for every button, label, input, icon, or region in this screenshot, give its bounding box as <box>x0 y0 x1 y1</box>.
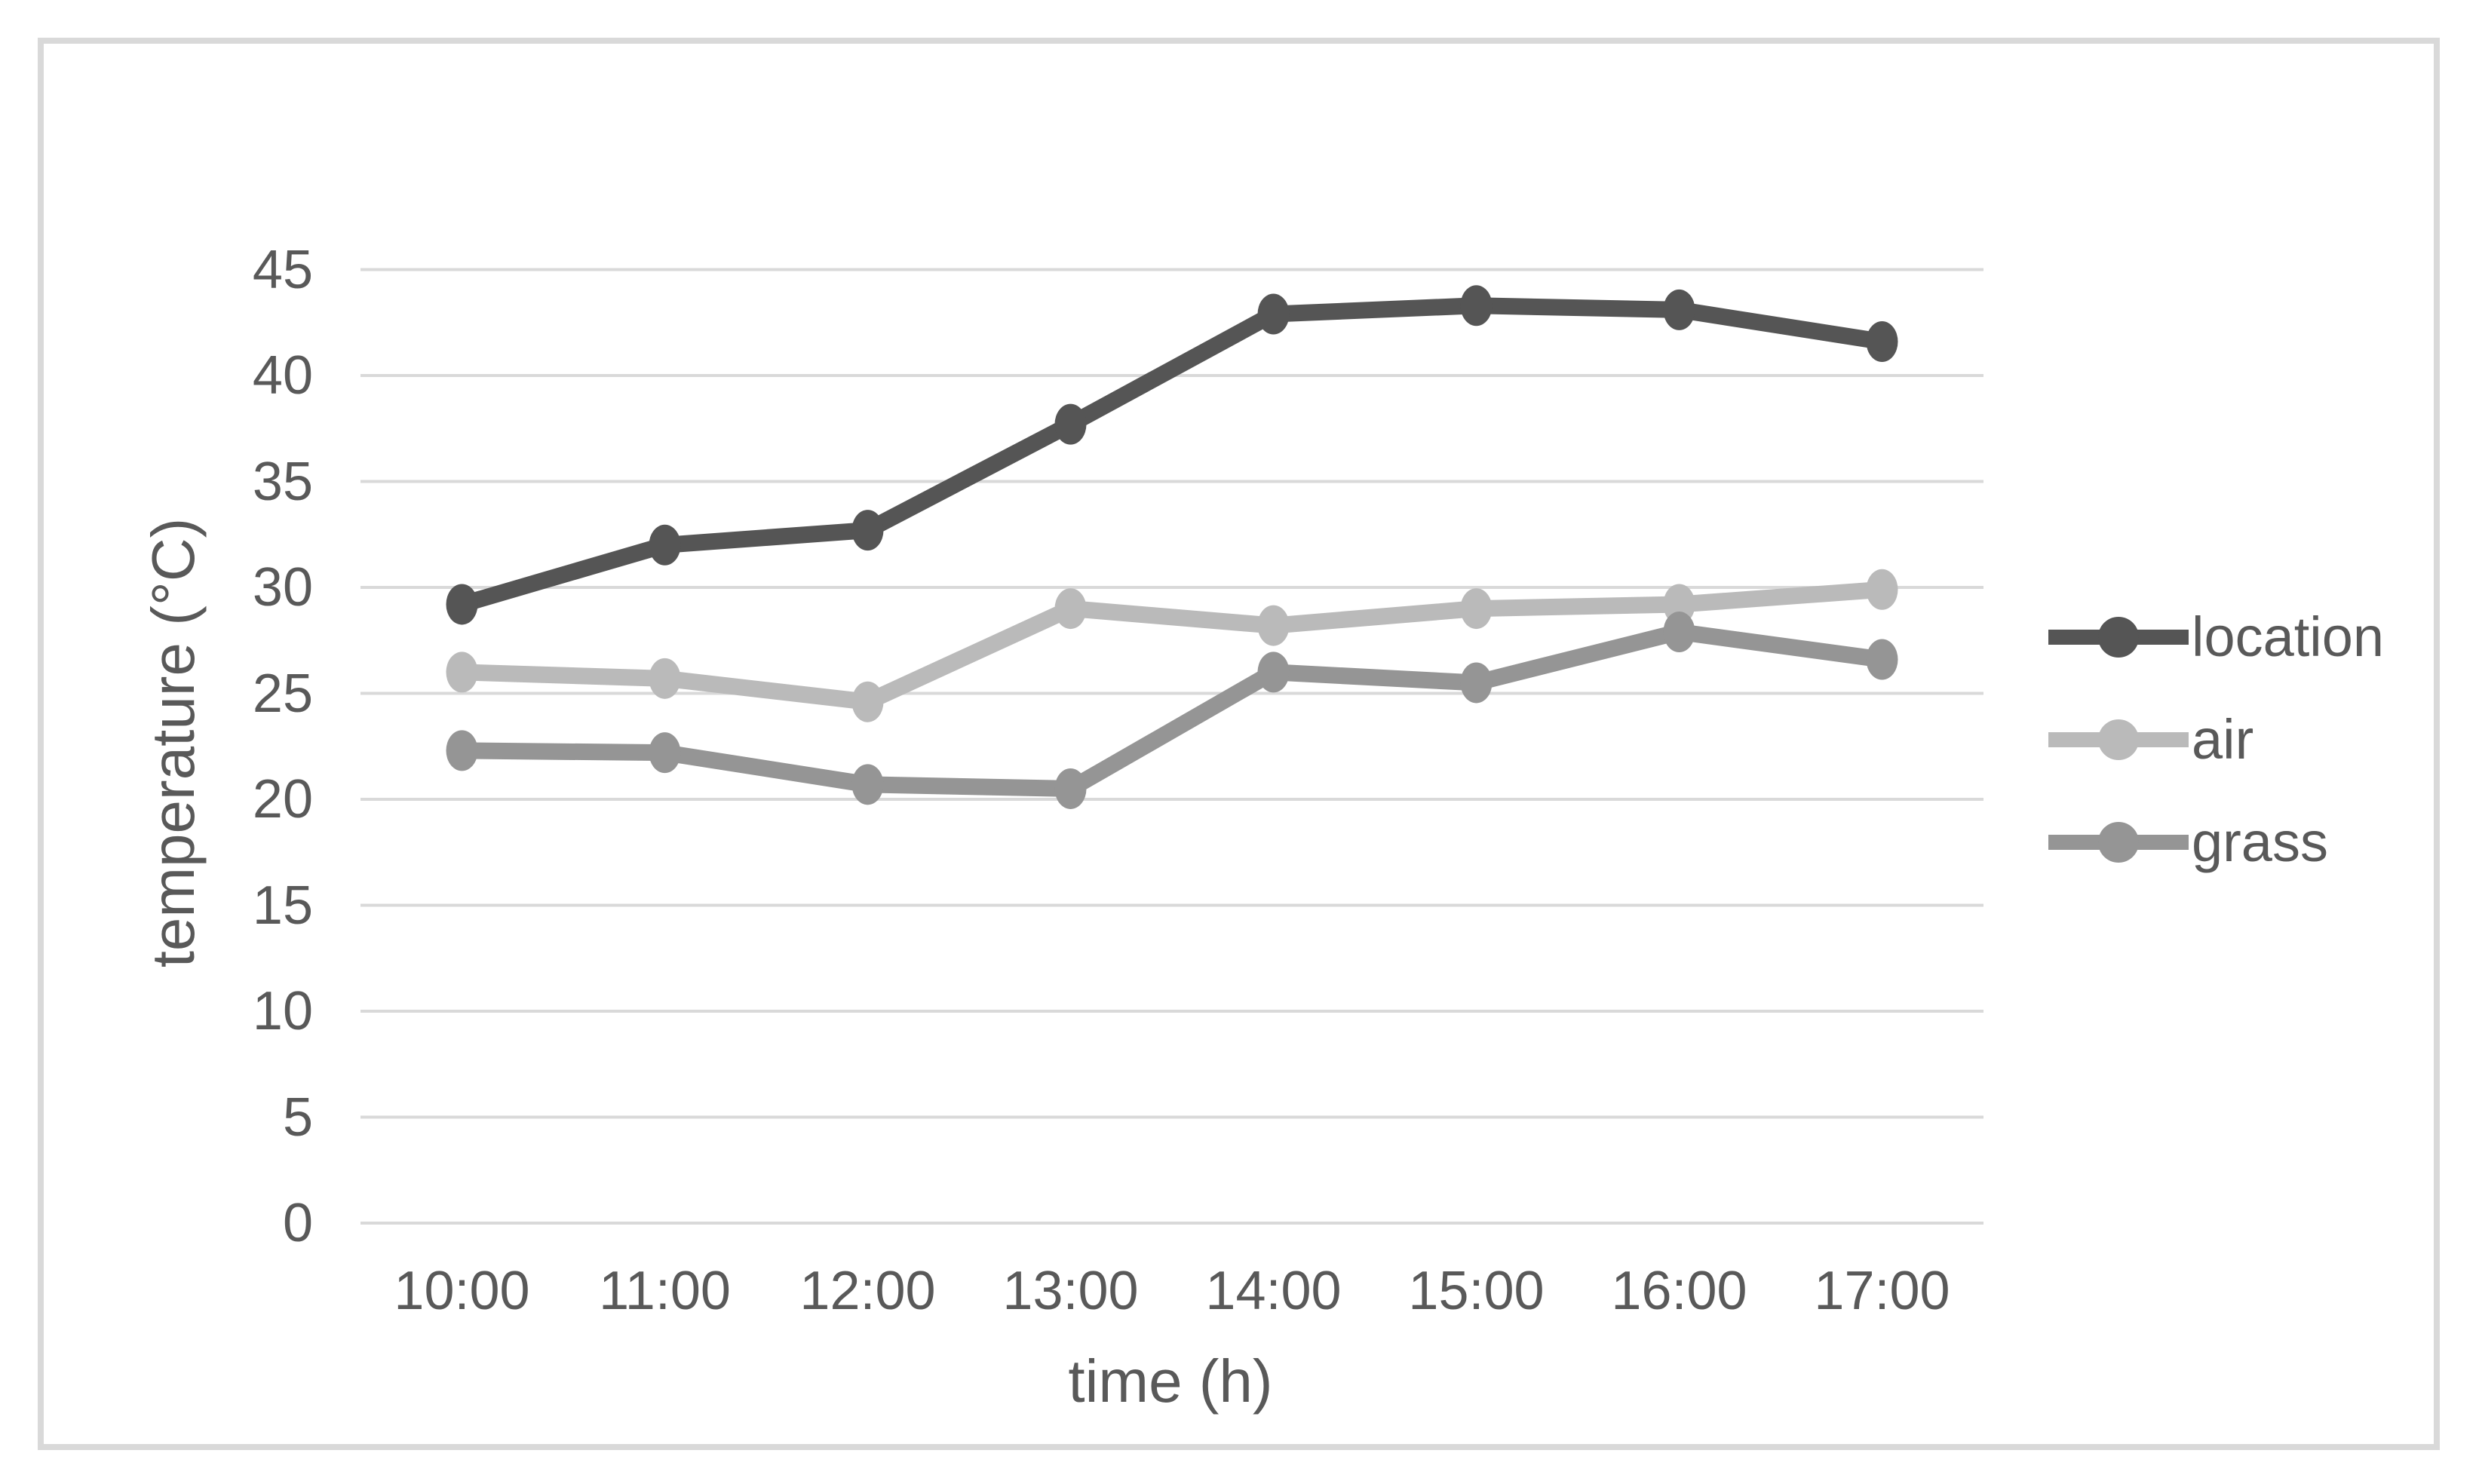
x-tick-label-10:00: 10:00 <box>394 1261 530 1321</box>
legend-label-air: air <box>2192 708 2254 771</box>
location-marker-17:00 <box>1866 321 1898 363</box>
legend-circle-location <box>2098 617 2139 658</box>
air-marker-10:00 <box>446 652 478 693</box>
legend-label-location: location <box>2192 606 2385 668</box>
legend-circle-air <box>2098 719 2139 760</box>
y-tick-label-25: 25 <box>252 663 313 724</box>
y-axis-title: temperature (°C) <box>140 517 207 968</box>
grass-marker-12:00 <box>851 764 884 805</box>
legend-marker-air <box>2048 719 2189 760</box>
location-marker-16:00 <box>1663 289 1695 330</box>
grass-marker-14:00 <box>1257 652 1290 693</box>
air-series-line <box>453 581 1891 710</box>
x-tick-label-11:00: 11:00 <box>599 1261 731 1321</box>
legend-item-air: air <box>2048 711 2253 768</box>
y-tick-label-35: 35 <box>252 451 313 512</box>
chart-outer-border <box>38 38 2440 1450</box>
location-marker-15:00 <box>1460 285 1493 327</box>
location-marker-14:00 <box>1257 293 1290 335</box>
location-marker-11:00 <box>649 524 681 566</box>
grass-marker-16:00 <box>1663 612 1695 653</box>
grass-series-line <box>453 624 1891 797</box>
y-tick-label-0: 0 <box>282 1193 313 1253</box>
x-tick-label-12:00: 12:00 <box>799 1261 936 1321</box>
air-marker-17:00 <box>1866 569 1898 610</box>
x-tick-label-16:00: 16:00 <box>1611 1261 1747 1321</box>
legend-marker-location <box>2048 617 2189 658</box>
air-marker-14:00 <box>1257 605 1290 646</box>
x-tick-label-15:00: 15:00 <box>1408 1261 1545 1321</box>
x-tick-label-14:00: 14:00 <box>1205 1261 1342 1321</box>
location-series-line <box>453 297 1891 613</box>
y-tick-label-5: 5 <box>282 1087 313 1148</box>
x-axis-title: time (h) <box>1068 1348 1273 1415</box>
grass-marker-17:00 <box>1866 639 1898 680</box>
y-tick-label-30: 30 <box>252 557 313 618</box>
y-tick-label-15: 15 <box>252 875 313 936</box>
grass-marker-11:00 <box>649 732 681 774</box>
legend-label-grass: grass <box>2192 811 2328 873</box>
location-marker-13:00 <box>1054 403 1087 445</box>
y-tick-label-10: 10 <box>252 981 313 1041</box>
grass-marker-15:00 <box>1460 662 1493 704</box>
legend-item-location: location <box>2048 609 2384 666</box>
location-marker-10:00 <box>446 584 478 625</box>
air-marker-11:00 <box>649 658 681 699</box>
air-marker-15:00 <box>1460 588 1493 630</box>
legend-item-grass: grass <box>2048 814 2328 871</box>
y-tick-label-20: 20 <box>252 769 313 829</box>
grass-marker-10:00 <box>446 730 478 771</box>
legend-circle-grass <box>2098 822 2139 863</box>
y-tick-label-45: 45 <box>252 239 313 300</box>
x-tick-label-17:00: 17:00 <box>1814 1261 1950 1321</box>
grass-marker-13:00 <box>1054 768 1087 809</box>
legend-marker-grass <box>2048 822 2189 863</box>
air-marker-12:00 <box>851 681 884 722</box>
y-tick-label-40: 40 <box>252 345 313 406</box>
air-marker-13:00 <box>1054 588 1087 630</box>
x-tick-label-13:00: 13:00 <box>1002 1261 1139 1321</box>
location-marker-12:00 <box>851 510 884 551</box>
